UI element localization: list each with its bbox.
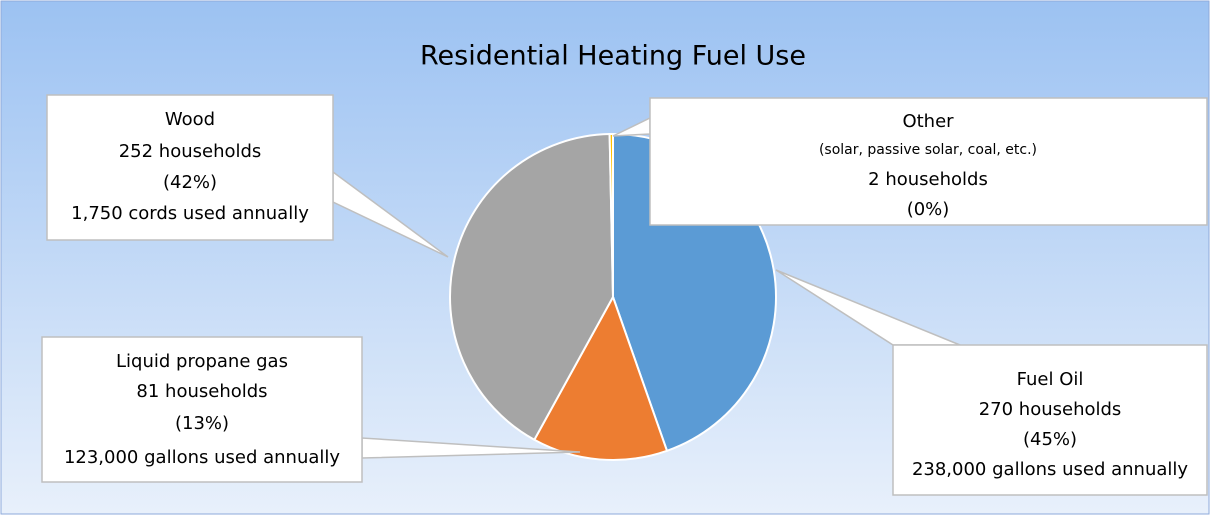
chart-title: Residential Heating Fuel Use	[420, 41, 806, 72]
category-label: Wood	[165, 109, 215, 130]
usage-label: 238,000 gallons used annually	[912, 459, 1188, 480]
usage-label: 1,750 cords used annually	[71, 203, 309, 224]
callout-box	[892, 344, 1208, 496]
category-label: Other	[902, 111, 954, 132]
callout-box	[41, 336, 363, 483]
pie-slice	[532, 294, 669, 461]
pie-slice	[449, 133, 615, 442]
value-label: 252 households	[119, 141, 262, 162]
note-label: (solar, passive solar, coal, etc.)	[819, 142, 1037, 158]
value-label: 270 households	[979, 399, 1122, 420]
category-label: Fuel Oil	[1017, 369, 1084, 390]
share-label: (45%)	[1023, 429, 1077, 450]
value-label: 81 households	[136, 381, 267, 402]
pie-slice	[608, 132, 614, 298]
share-label: (42%)	[163, 172, 217, 193]
callout-box	[46, 94, 334, 241]
usage-label: 123,000 gallons used annually	[64, 447, 340, 468]
value-label: 2 households	[868, 169, 988, 190]
share-label: (0%)	[907, 199, 950, 220]
callout-box	[649, 97, 1208, 226]
category-label: Liquid propane gas	[116, 351, 288, 372]
share-label: (13%)	[175, 413, 229, 434]
